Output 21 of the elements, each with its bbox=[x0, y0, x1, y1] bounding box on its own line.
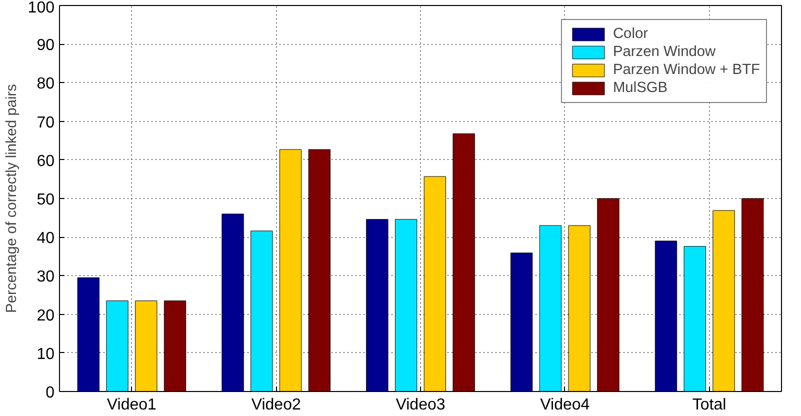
y-tick-label: 80 bbox=[36, 76, 55, 93]
legend-label: Parzen Window bbox=[612, 44, 716, 60]
x-tick-label: Video1 bbox=[106, 396, 157, 414]
x-tick-label: Video3 bbox=[396, 396, 446, 414]
y-tick-label: 50 bbox=[36, 192, 55, 208]
y-tick-label: 90 bbox=[36, 37, 55, 54]
y-tick-label: 40 bbox=[36, 230, 55, 248]
x-tick-label: Total bbox=[692, 396, 726, 414]
y-tick-label: 70 bbox=[36, 114, 55, 132]
y-tick-label: 30 bbox=[36, 268, 55, 286]
x-tick-label: Video2 bbox=[251, 396, 301, 414]
legend-label: MulSGB bbox=[612, 80, 668, 96]
y-tick-label: 100 bbox=[28, 0, 55, 16]
legend-label: Parzen Window + BTF bbox=[612, 62, 760, 78]
legend-label: Color bbox=[612, 26, 648, 42]
y-axis-title: Percentage of correctly linked pairs bbox=[4, 84, 20, 313]
y-tick-label: 0 bbox=[46, 384, 55, 402]
y-tick-label: 60 bbox=[36, 152, 55, 170]
y-tick-label: 20 bbox=[36, 307, 55, 324]
y-tick-label: 10 bbox=[36, 346, 55, 363]
x-tick-label: Video4 bbox=[540, 396, 590, 414]
